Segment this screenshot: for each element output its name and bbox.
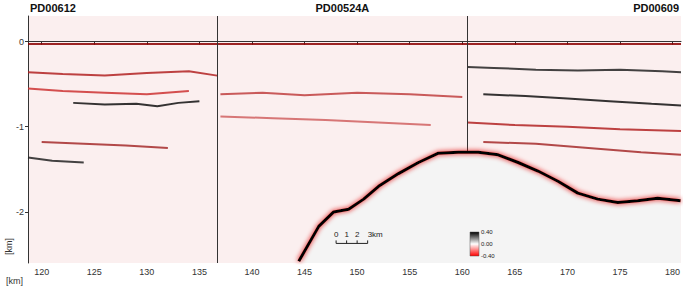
svg-text:130: 130 [139,267,154,277]
svg-text:[km]: [km] [4,238,14,255]
svg-text:2: 2 [355,230,360,239]
svg-text:120: 120 [34,267,49,277]
svg-text:[km]: [km] [6,276,23,286]
svg-text:0: 0 [19,37,24,47]
svg-text:160: 160 [455,267,470,277]
svg-text:PD00524A: PD00524A [315,2,369,14]
svg-text:PD00609: PD00609 [633,2,679,14]
svg-text:135: 135 [192,267,207,277]
svg-text:180: 180 [665,267,680,277]
svg-text:140: 140 [244,267,259,277]
svg-text:-1: -1 [16,122,24,132]
svg-text:145: 145 [297,267,312,277]
svg-text:170: 170 [560,267,575,277]
svg-text:150: 150 [350,267,365,277]
svg-text:0.00: 0.00 [481,241,493,247]
svg-text:175: 175 [612,267,627,277]
svg-text:0: 0 [334,230,339,239]
svg-text:PD00612: PD00612 [30,2,76,14]
svg-text:125: 125 [87,267,102,277]
svg-text:-2: -2 [16,207,24,217]
svg-text:155: 155 [402,267,417,277]
svg-text:1: 1 [344,230,349,239]
svg-text:0.40: 0.40 [481,229,493,235]
svg-text:3km: 3km [368,230,383,239]
svg-text:-0.40: -0.40 [481,253,495,259]
svg-text:165: 165 [507,267,522,277]
